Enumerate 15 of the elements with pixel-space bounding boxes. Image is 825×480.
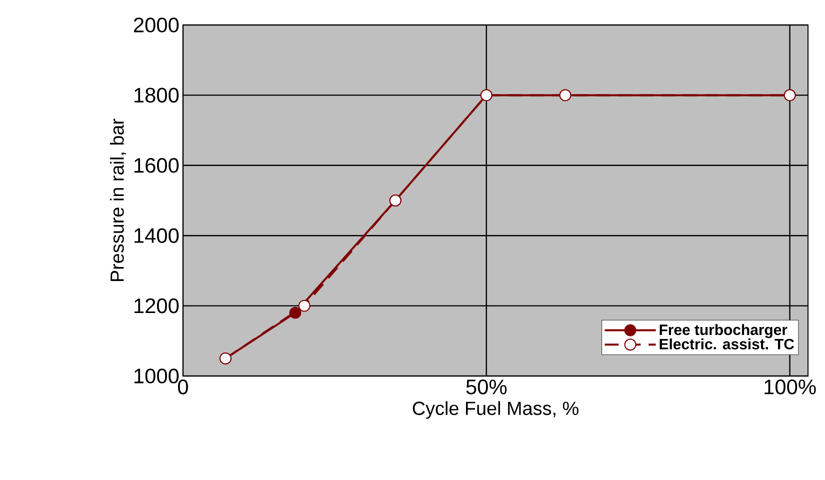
point — [289, 306, 302, 319]
y-tick-label: 1800 — [134, 88, 179, 103]
legend-label: Free turbocharger — [660, 324, 788, 338]
y-tick-label: 1400 — [134, 228, 179, 244]
x-tick-label: 0 — [178, 380, 188, 394]
point — [298, 300, 310, 312]
x-tick-label: 100% — [764, 380, 816, 394]
y-tick-label: 2000 — [134, 18, 179, 32]
legend-label: Electric. assist. TC — [660, 338, 794, 350]
y-axis-title: Pressure in rail, bar — [110, 118, 126, 282]
x-tick-label: 50% — [466, 380, 507, 394]
y-tick-label: 1200 — [134, 298, 179, 314]
y-tick-label: 1600 — [134, 158, 179, 173]
y-tick-label: 1000 — [134, 368, 179, 384]
x-axis-title: Cycle Fuel Mass, % — [412, 401, 578, 419]
